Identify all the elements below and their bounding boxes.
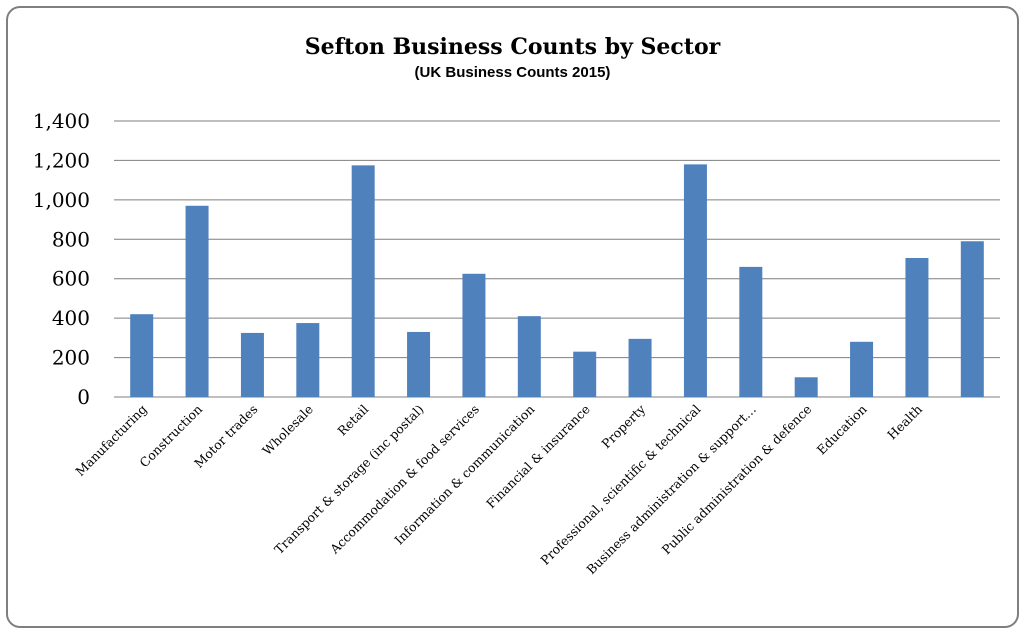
y-tick-label: 400 <box>52 306 90 330</box>
bar <box>240 332 264 397</box>
x-tick-label: Retail <box>334 402 371 439</box>
y-tick-label: 1,200 <box>33 148 90 172</box>
y-tick-label: 600 <box>52 267 90 291</box>
bar <box>905 258 929 397</box>
bars <box>130 164 984 397</box>
chart-title: Sefton Business Counts by Sector <box>304 34 721 60</box>
bar <box>462 273 486 397</box>
bar <box>628 338 652 397</box>
y-tick-label: 1,400 <box>33 109 90 133</box>
y-axis-ticks: 0 200 400 600 800 1,000 1,200 1,400 <box>33 109 90 409</box>
bar <box>185 205 209 397</box>
bar <box>739 266 763 397</box>
bar <box>351 165 375 397</box>
x-tick-label: Wholesale <box>259 402 316 459</box>
chart-frame <box>6 6 1019 628</box>
chart-subtitle: (UK Business Counts 2015) <box>414 64 611 81</box>
bar <box>130 314 154 397</box>
bar <box>683 164 707 397</box>
bar <box>296 323 320 397</box>
bar <box>960 241 984 397</box>
x-tick-label: Health <box>884 402 925 443</box>
bar <box>794 377 818 397</box>
y-tick-label: 0 <box>77 385 90 409</box>
y-tick-label: 800 <box>52 227 90 251</box>
y-tick-label: 1,000 <box>33 188 90 212</box>
bar <box>850 341 874 397</box>
x-tick-label: Financial & insurance <box>483 402 593 512</box>
bar <box>407 331 431 397</box>
x-tick-label: Education <box>814 402 870 458</box>
y-tick-label: 200 <box>52 346 90 370</box>
x-tick-label: Manufacturing <box>72 402 149 479</box>
bar <box>517 316 541 397</box>
x-tick-label: Property <box>598 401 648 451</box>
bar <box>573 351 597 397</box>
